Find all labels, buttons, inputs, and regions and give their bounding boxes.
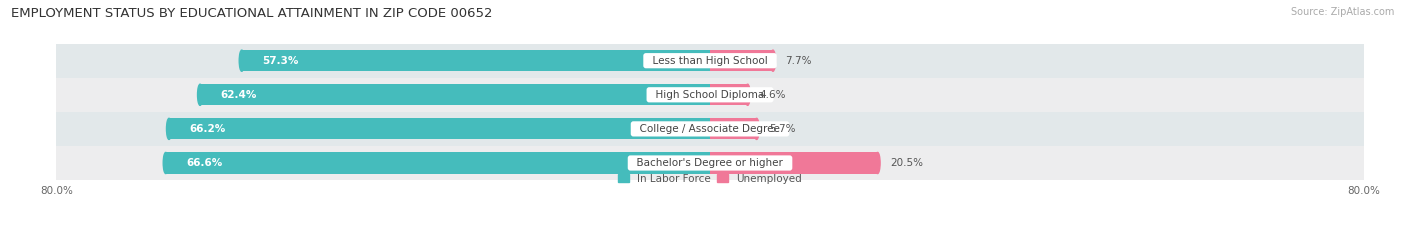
Text: Bachelor's Degree or higher: Bachelor's Degree or higher xyxy=(630,158,790,168)
Bar xyxy=(710,50,773,71)
Text: Source: ZipAtlas.com: Source: ZipAtlas.com xyxy=(1291,7,1395,17)
Text: High School Diploma: High School Diploma xyxy=(650,90,770,100)
Text: Less than High School: Less than High School xyxy=(645,56,775,66)
Bar xyxy=(166,152,710,174)
Text: EMPLOYMENT STATUS BY EDUCATIONAL ATTAINMENT IN ZIP CODE 00652: EMPLOYMENT STATUS BY EDUCATIONAL ATTAINM… xyxy=(11,7,492,20)
Circle shape xyxy=(163,152,169,174)
Text: 7.7%: 7.7% xyxy=(785,56,811,66)
Circle shape xyxy=(754,118,759,140)
Bar xyxy=(56,112,1364,146)
Bar xyxy=(242,50,710,71)
Text: 5.7%: 5.7% xyxy=(769,124,796,134)
Bar xyxy=(710,118,756,140)
Bar xyxy=(710,84,748,105)
Bar xyxy=(169,118,710,140)
Text: 4.6%: 4.6% xyxy=(759,90,786,100)
Bar xyxy=(56,78,1364,112)
Text: 57.3%: 57.3% xyxy=(262,56,298,66)
Circle shape xyxy=(239,50,245,71)
Bar xyxy=(200,84,710,105)
Legend: In Labor Force, Unemployed: In Labor Force, Unemployed xyxy=(614,169,806,188)
Circle shape xyxy=(166,118,172,140)
Circle shape xyxy=(770,50,776,71)
Text: 62.4%: 62.4% xyxy=(221,90,257,100)
Bar xyxy=(56,146,1364,180)
Text: 66.2%: 66.2% xyxy=(190,124,226,134)
Circle shape xyxy=(745,84,751,105)
Bar xyxy=(56,44,1364,78)
Text: 66.6%: 66.6% xyxy=(186,158,222,168)
Text: 20.5%: 20.5% xyxy=(890,158,922,168)
Circle shape xyxy=(875,152,880,174)
Bar xyxy=(710,152,877,174)
Text: College / Associate Degree: College / Associate Degree xyxy=(633,124,787,134)
Circle shape xyxy=(197,84,202,105)
